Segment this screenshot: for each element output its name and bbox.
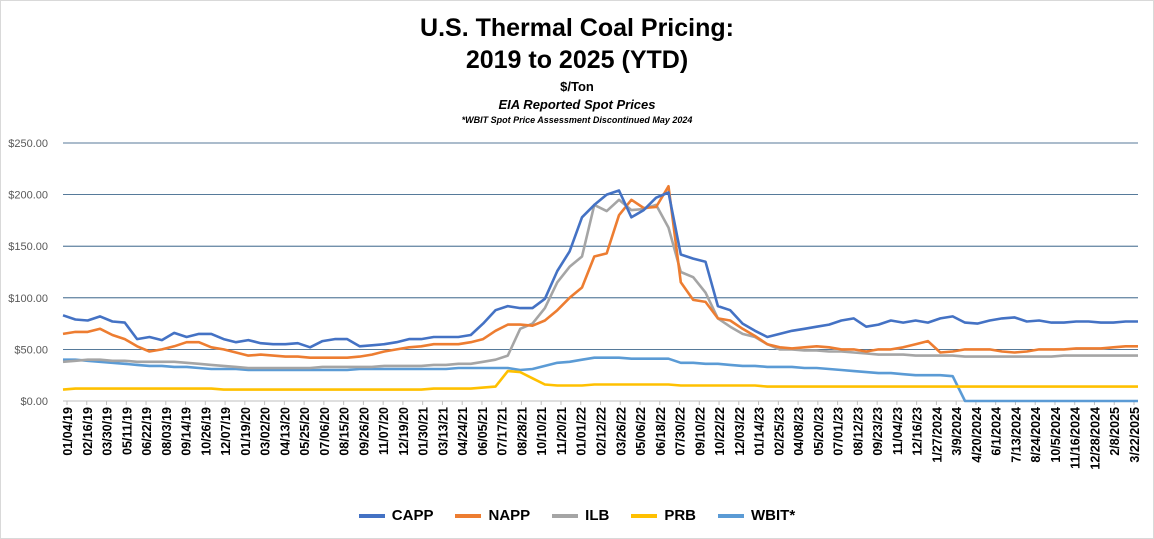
x-tick-label: 01/01/22: [575, 407, 589, 456]
legend-label: ILB: [585, 507, 610, 524]
y-tick-label: $250.00: [8, 138, 48, 150]
chart-footnote: *WBIT Spot Price Assessment Discontinued…: [461, 115, 693, 125]
x-tick-label: 10/10/21: [535, 407, 549, 456]
x-tick-label: 03/13/21: [436, 407, 450, 456]
chart-subtitle-source: EIA Reported Spot Prices: [498, 97, 656, 112]
legend-item-napp: NAPP: [455, 507, 530, 524]
x-tick-label: 09/26/20: [357, 407, 371, 456]
legend-label: PRB: [664, 507, 697, 524]
x-tick-label: 05/06/22: [634, 407, 648, 456]
x-tick-label: 05/11/19: [120, 407, 134, 455]
x-tick-label: 10/26/19: [199, 407, 213, 456]
x-tick-label: 01/04/19: [61, 407, 75, 456]
x-tick-label: 01/14/23: [753, 407, 767, 456]
x-tick-label: 06/22/19: [140, 407, 154, 456]
x-tick-label: 12/19/20: [397, 407, 411, 456]
y-tick-label: $200.00: [8, 190, 48, 202]
x-tick-label: 04/24/21: [456, 407, 470, 456]
chart-subtitle-units: $/Ton: [560, 79, 594, 94]
x-tick-label: 10/22/22: [713, 407, 727, 456]
x-tick-label: 02/16/19: [81, 407, 95, 456]
x-tick-label: 4/20/2024: [970, 407, 984, 463]
x-tick-label: 07/01/23: [832, 407, 846, 456]
series-line-capp: [62, 189, 1138, 349]
x-tick-label: 08/28/21: [515, 407, 529, 456]
x-tick-label: 03/02/20: [259, 407, 273, 456]
x-tick-label: 04/08/23: [792, 407, 806, 456]
series-line-ilb: [62, 198, 1138, 370]
x-tick-label: 05/20/23: [812, 407, 826, 456]
series-line-wbit: [63, 356, 1138, 403]
legend-swatch: [631, 513, 658, 518]
x-tick-label: 07/30/22: [674, 407, 688, 456]
x-tick-label: 12/07/19: [219, 407, 233, 456]
y-tick-label: $50.00: [14, 344, 48, 356]
x-tick-label: 07/06/20: [318, 407, 332, 456]
x-tick-label: 02/12/22: [595, 407, 609, 456]
legend-label: NAPP: [488, 507, 531, 524]
x-tick-label: 08/03/19: [160, 407, 174, 456]
legend-label: CAPP: [391, 507, 434, 524]
x-tick-label: 08/12/23: [851, 407, 865, 456]
x-tick-label: 02/25/23: [772, 407, 786, 456]
x-tick-label: 12/16/23: [911, 407, 925, 456]
x-tick-label: 12/03/22: [733, 407, 747, 456]
chart-title: U.S. Thermal Coal Pricing:: [420, 14, 734, 42]
x-tick-label: 09/14/19: [180, 407, 194, 456]
x-tick-label: 04/13/20: [278, 407, 292, 456]
series-line-napp: [62, 185, 1138, 359]
x-tick-label: 01/19/20: [239, 407, 253, 456]
x-tick-label: 11/04/23: [891, 407, 905, 455]
x-tick-label: 07/17/21: [496, 407, 510, 456]
x-tick-label: 6/1/2024: [990, 407, 1004, 456]
x-tick-label: 8/24/2024: [1029, 407, 1043, 463]
legend-item-wbit: WBIT*: [718, 507, 795, 524]
x-tick-label: 1/27/2024: [930, 407, 944, 463]
x-tick-label: 10/5/2024: [1049, 407, 1063, 463]
legend-swatch: [455, 513, 482, 518]
y-tick-label: $0.00: [20, 396, 48, 408]
legend-label: WBIT*: [751, 507, 796, 524]
chart-title-line2: 2019 to 2025 (YTD): [465, 46, 689, 74]
chart-legend: CAPP NAPP ILB PRB WBIT*: [0, 507, 1154, 524]
series-line-prb: [62, 369, 1138, 391]
x-tick-label: 03/26/22: [614, 407, 628, 456]
x-tick-label: 09/23/23: [871, 407, 885, 456]
x-tick-label: 06/18/22: [654, 407, 668, 456]
legend-item-ilb: ILB: [552, 507, 609, 524]
legend-item-capp: CAPP: [358, 507, 434, 524]
x-tick-label: 03/30/19: [101, 407, 115, 456]
x-tick-label: 09/10/22: [693, 407, 707, 456]
legend-item-prb: PRB: [631, 507, 696, 524]
x-tick-label: 08/15/20: [338, 407, 352, 456]
y-tick-label: $100.00: [8, 293, 48, 305]
x-tick-label: 06/05/21: [476, 407, 490, 456]
y-tick-label: $150.00: [8, 241, 48, 253]
x-tick-label: 11/16/2024: [1069, 407, 1083, 469]
x-tick-label: 3/22/2025: [1128, 407, 1142, 463]
x-tick-label: 3/9/2024: [950, 407, 964, 456]
x-tick-label: 11/07/20: [377, 407, 391, 455]
x-tick-label: 05/25/20: [298, 407, 312, 456]
legend-swatch: [552, 513, 579, 518]
x-tick-label: 2/8/2025: [1108, 407, 1122, 456]
x-tick-label: 11/20/21: [555, 407, 569, 455]
x-tick-label: 01/30/21: [417, 407, 431, 456]
x-tick-label: 12/28/2024: [1088, 407, 1102, 470]
x-tick-label: 7/13/2024: [1009, 407, 1023, 463]
legend-swatch: [358, 513, 385, 518]
legend-swatch: [718, 513, 745, 518]
